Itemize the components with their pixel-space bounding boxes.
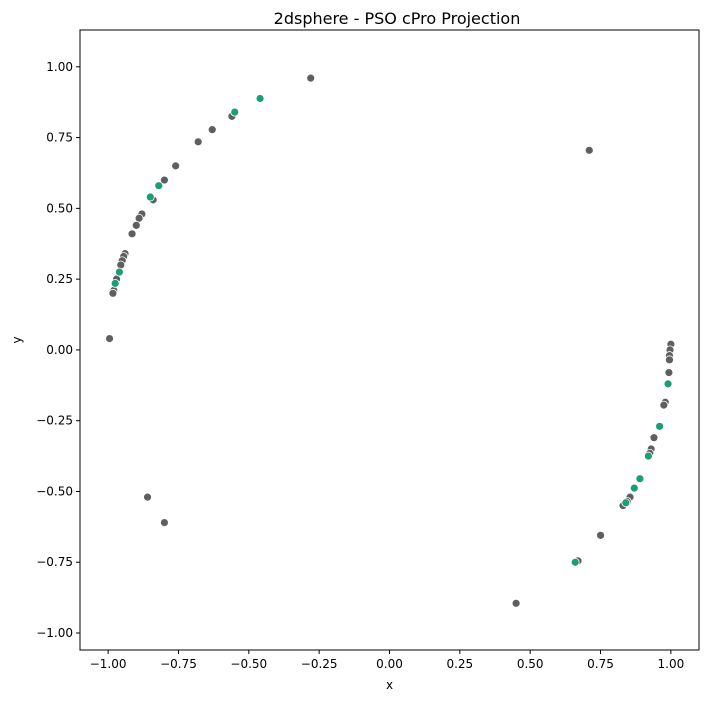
data-point bbox=[160, 175, 169, 185]
x-tick-label: −1.00 bbox=[90, 657, 127, 671]
data-point bbox=[154, 181, 164, 191]
data-point bbox=[171, 161, 181, 171]
data-point bbox=[663, 379, 673, 389]
x-tick-label: −0.25 bbox=[301, 657, 338, 671]
y-tick-label: 0.75 bbox=[46, 131, 73, 145]
data-point bbox=[584, 145, 594, 155]
x-tick-label: 0.50 bbox=[517, 657, 544, 671]
data-point bbox=[110, 278, 120, 288]
data-point bbox=[655, 421, 665, 431]
y-tick-label: −1.00 bbox=[36, 626, 73, 640]
data-point bbox=[127, 229, 137, 239]
data-point bbox=[621, 498, 631, 508]
data-point bbox=[643, 451, 653, 461]
data-point bbox=[659, 400, 669, 410]
y-tick-label: −0.25 bbox=[36, 414, 73, 428]
data-point bbox=[160, 518, 169, 528]
x-axis-ticks: −1.00 −0.75 −0.50 −0.25 0.00 0.25 0.50 0.75 1.00 bbox=[90, 650, 684, 671]
data-point bbox=[108, 288, 118, 298]
y-axis-label: y bbox=[10, 336, 24, 343]
y-tick-label: −0.75 bbox=[36, 555, 73, 569]
data-point bbox=[596, 530, 605, 540]
data-point bbox=[255, 94, 265, 103]
y-axis-ticks: −1.00 −0.75 −0.50 −0.25 0.00 0.25 0.50 0.75 1.00 bbox=[36, 60, 80, 640]
data-point bbox=[664, 368, 674, 377]
points-layer bbox=[105, 73, 676, 608]
data-point bbox=[131, 220, 141, 230]
x-tick-label: 0.00 bbox=[376, 657, 403, 671]
data-point bbox=[207, 125, 217, 135]
chart-title: 2dsphere - PSO cPro Projection bbox=[274, 9, 521, 28]
x-tick-label: 1.00 bbox=[658, 657, 685, 671]
data-point bbox=[570, 557, 580, 567]
y-tick-label: 0.25 bbox=[46, 272, 73, 286]
y-tick-label: −0.50 bbox=[36, 484, 73, 498]
x-tick-label: 0.75 bbox=[587, 657, 614, 671]
x-tick-label: 0.25 bbox=[446, 657, 473, 671]
data-point bbox=[230, 107, 240, 117]
data-point bbox=[511, 598, 521, 608]
data-point bbox=[665, 355, 674, 365]
x-tick-label: −0.50 bbox=[230, 657, 267, 671]
data-point bbox=[649, 433, 659, 443]
data-point bbox=[145, 192, 155, 202]
data-point bbox=[116, 260, 126, 270]
data-point bbox=[114, 267, 124, 277]
data-point bbox=[629, 483, 639, 493]
x-axis-label: x bbox=[386, 678, 393, 692]
y-tick-label: 0.50 bbox=[46, 201, 73, 215]
data-point bbox=[105, 334, 114, 343]
y-tick-label: 1.00 bbox=[46, 60, 73, 74]
data-point bbox=[635, 474, 645, 484]
data-point bbox=[143, 492, 152, 502]
data-point bbox=[306, 73, 316, 83]
x-tick-label: −0.75 bbox=[160, 657, 197, 671]
data-point bbox=[193, 137, 203, 147]
y-tick-label: 0.00 bbox=[46, 343, 73, 357]
